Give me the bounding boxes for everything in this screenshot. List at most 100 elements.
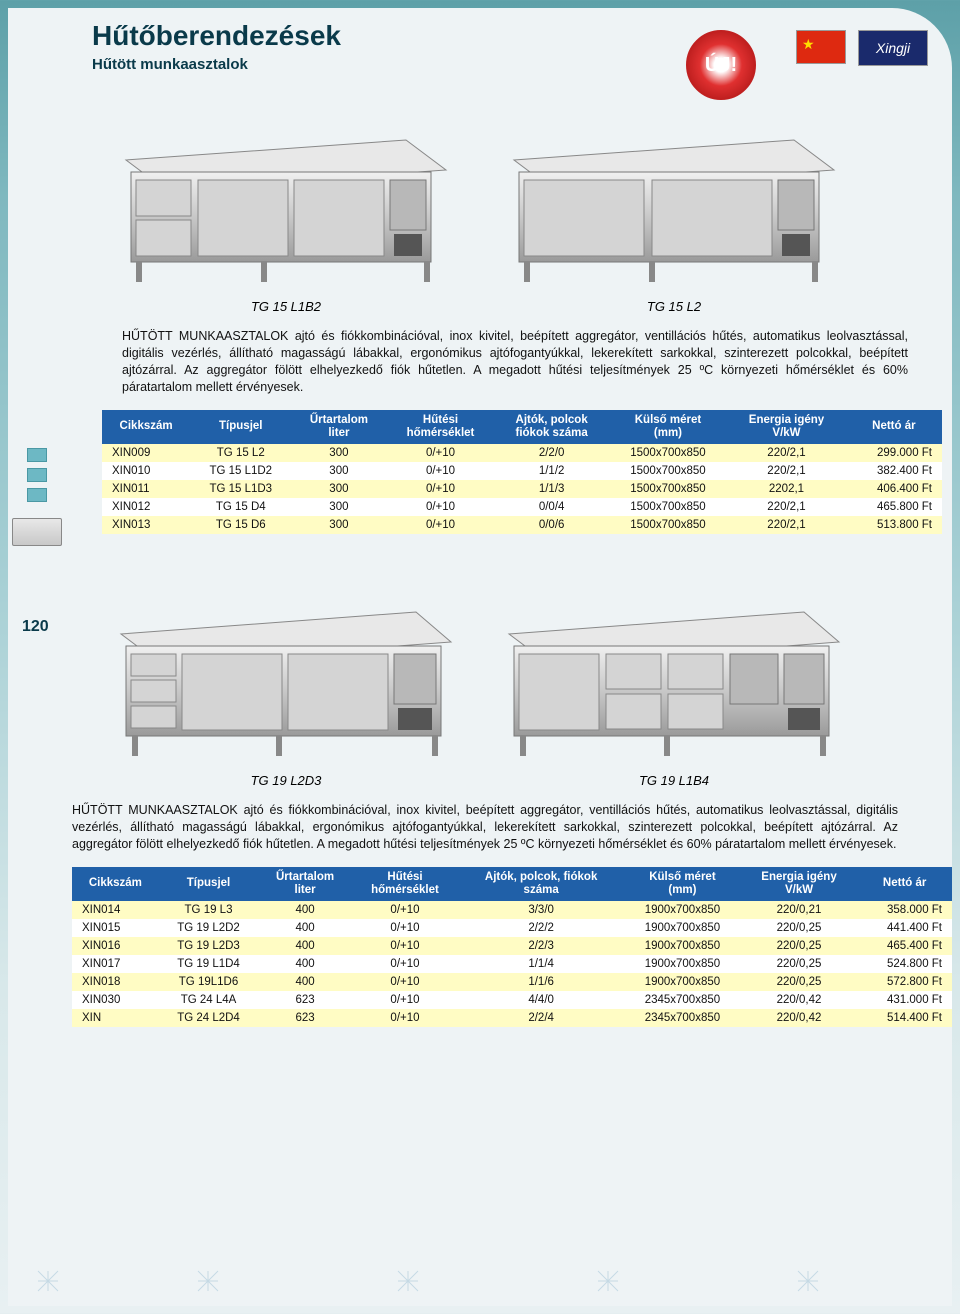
product-illustration [494,584,854,764]
sidebar-thumbs [8,448,66,546]
page-title: Hűtőberendezések [92,20,686,52]
table-cell: TG 24 L2D4 [159,1009,259,1027]
table-cell: 1/1/6 [458,973,624,991]
table-cell: 1500x700x850 [609,498,728,516]
table-cell: TG 19 L2D3 [159,937,259,955]
table-cell: 2202,1 [727,480,845,498]
product-box: TG 15 L2 [494,110,854,314]
table-cell: XIN014 [72,901,159,919]
table-cell: 0/0/4 [495,498,609,516]
sidebar-square-icon [27,468,47,482]
brand-logo: Xingji [858,30,928,66]
table-header: Cikkszám [72,867,159,901]
flag-row: Xingji [796,30,928,66]
product-label: TG 15 L2 [494,299,854,314]
page-number: 120 [22,618,49,636]
table-header: Űrtartalomliter [258,867,352,901]
page-subtitle: Hűtött munkaasztalok [92,56,686,73]
product-illustration [106,110,466,290]
table-row: XIN030TG 24 L4A6230/+104/4/02345x700x850… [72,991,952,1009]
table-cell: 0/+10 [352,1009,458,1027]
table-cell: 2/2/2 [458,919,624,937]
table-cell: 465.800 Ft [846,498,942,516]
table-cell: TG 15 D4 [190,498,291,516]
table-cell: XIN030 [72,991,159,1009]
table-cell: 1500x700x850 [609,462,728,480]
table-cell: 2345x700x850 [624,1009,741,1027]
table-cell: 220/2,1 [727,462,845,480]
table-cell: 572.800 Ft [857,973,952,991]
table-cell: 2/2/0 [495,444,609,462]
table-cell: 400 [258,937,352,955]
table-cell: TG 24 L4A [159,991,259,1009]
table-cell: 2/2/3 [458,937,624,955]
table-cell: 2345x700x850 [624,991,741,1009]
table-cell: 1500x700x850 [609,444,728,462]
table-cell: 406.400 Ft [846,480,942,498]
table-cell: 1/1/4 [458,955,624,973]
table-header: Nettó ár [857,867,952,901]
table-cell: 0/+10 [386,498,494,516]
table-cell: 0/+10 [352,955,458,973]
section2-description: HŰTÖTT MUNKAASZTALOK ajtó és fiókkombiná… [72,802,898,853]
table-cell: 514.400 Ft [857,1009,952,1027]
table-cell: XIN009 [102,444,190,462]
table-row: XIN015TG 19 L2D24000/+102/2/21900x700x85… [72,919,952,937]
table-row: XIN009TG 15 L23000/+102/2/01500x700x8502… [102,444,942,462]
catalog-page: Hűtőberendezések Hűtött munkaasztalok ÚJ… [8,8,952,1306]
table-cell: 0/+10 [386,516,494,534]
table-cell: 0/+10 [352,973,458,991]
table-cell: 400 [258,901,352,919]
table-cell: 220/0,25 [741,919,858,937]
table-header: Ajtók, polcok, fiókokszáma [458,867,624,901]
table-header: Energia igényV/kW [741,867,858,901]
table-cell: XIN012 [102,498,190,516]
table-cell: 400 [258,973,352,991]
table-cell: XIN010 [102,462,190,480]
table-header: Külső méret(mm) [624,867,741,901]
table-cell: 3/3/0 [458,901,624,919]
sidebar-square-icon [27,488,47,502]
table-cell: 400 [258,919,352,937]
table-cell: XIN017 [72,955,159,973]
table-cell: 220/0,25 [741,937,858,955]
table-row: XIN012TG 15 D43000/+100/0/41500x700x8502… [102,498,942,516]
table-cell: 220/2,1 [727,516,845,534]
table-header: Ajtók, polcokfiókok száma [495,410,609,444]
table-cell: TG 15 L1D3 [190,480,291,498]
table-cell: 1900x700x850 [624,955,741,973]
table-cell: 0/+10 [352,919,458,937]
table-cell: 300 [291,498,386,516]
table-cell: 400 [258,955,352,973]
table-cell: TG 19 L3 [159,901,259,919]
table-cell: 4/4/0 [458,991,624,1009]
table-cell: 220/0,42 [741,991,858,1009]
table-cell: 1900x700x850 [624,919,741,937]
table-cell: XIN [72,1009,159,1027]
table-cell: 1900x700x850 [624,937,741,955]
table-cell: 441.400 Ft [857,919,952,937]
spec-table-1: CikkszámTípusjelŰrtartalomliterHűtésihőm… [102,410,942,534]
table-row: XIN018TG 19L1D64000/+101/1/61900x700x850… [72,973,952,991]
table-cell: 220/2,1 [727,498,845,516]
product-label: TG 19 L1B4 [494,773,854,788]
table-cell: 0/+10 [386,444,494,462]
table-header: Hűtésihőmérséklet [386,410,494,444]
table-cell: 1900x700x850 [624,901,741,919]
table-cell: 300 [291,444,386,462]
table-cell: 2/2/4 [458,1009,624,1027]
product-label: TG 19 L2D3 [106,773,466,788]
sidebar-product-icon [12,518,62,546]
table-cell: 299.000 Ft [846,444,942,462]
table-header: Típusjel [190,410,291,444]
table-cell: 220/0,42 [741,1009,858,1027]
table-cell: 220/2,1 [727,444,845,462]
table-header: Űrtartalomliter [291,410,386,444]
section-2: TG 19 L2D3 TG 19 L1B4 [32,584,928,1027]
table-cell: 513.800 Ft [846,516,942,534]
table-cell: XIN018 [72,973,159,991]
product-row-1: TG 15 L1B2 TG 15 L2 [92,110,868,314]
spec-table-2: CikkszámTípusjelŰrtartalomliterHűtésihőm… [72,867,952,1027]
table-header: Hűtésihőmérséklet [352,867,458,901]
product-illustration [106,584,466,764]
